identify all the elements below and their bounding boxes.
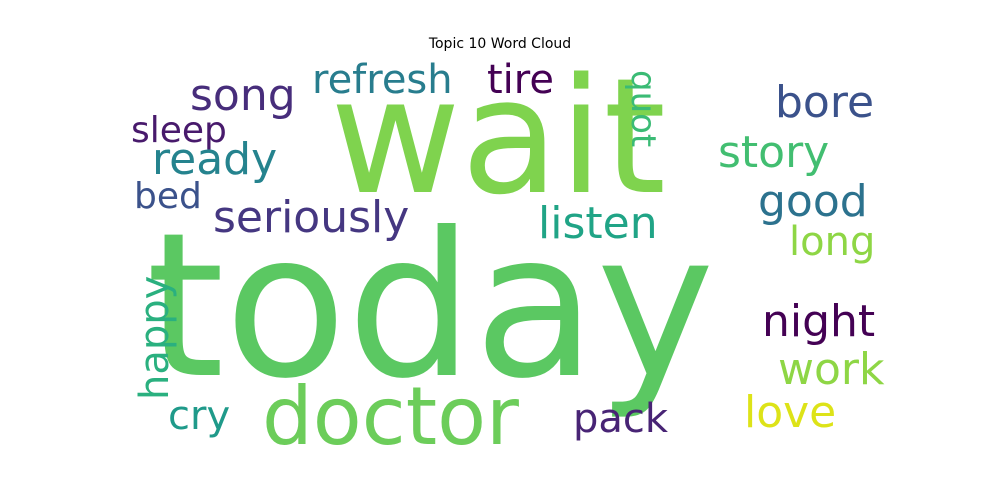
word-refresh: refresh (312, 57, 453, 103)
word-long: long (789, 219, 875, 265)
word-quot: quot (623, 70, 663, 147)
word-bed: bed (134, 176, 202, 217)
word-love: love (744, 387, 836, 438)
word-doctor: doctor (262, 370, 519, 463)
word-listen: listen (538, 198, 658, 249)
word-sleep: sleep (131, 110, 227, 151)
word-today: today (146, 190, 715, 423)
word-story: story (718, 127, 829, 178)
word-good: good (758, 176, 868, 227)
word-tire: tire (487, 57, 554, 103)
word-seriously: seriously (213, 192, 409, 243)
word-cry: cry (168, 393, 230, 439)
word-pack: pack (573, 396, 669, 442)
word-song: song (190, 70, 296, 121)
word-happy: happy (132, 276, 178, 400)
word-ready: ready (152, 134, 277, 185)
word-wait: wait (330, 43, 666, 230)
word-work: work (778, 344, 885, 395)
word-night: night (762, 296, 875, 347)
chart-title: Topic 10 Word Cloud (428, 36, 572, 52)
word-bore: bore (775, 77, 874, 128)
